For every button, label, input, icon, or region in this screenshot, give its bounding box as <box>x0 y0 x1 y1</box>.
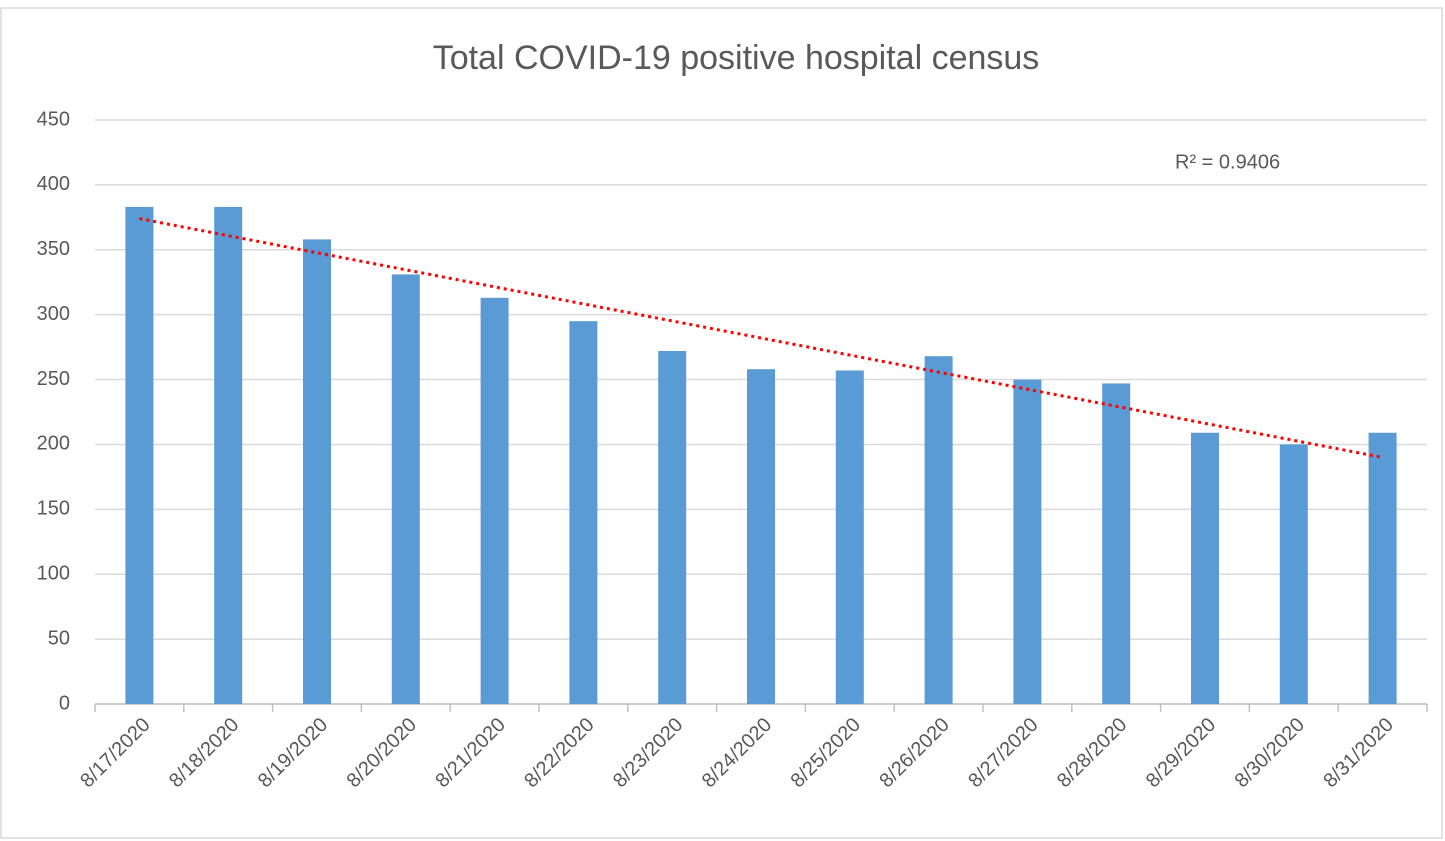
y-tick-label: 350 <box>37 238 70 260</box>
y-tick-label: 200 <box>37 433 70 455</box>
bar <box>658 351 687 704</box>
chart-title: Total COVID-19 positive hospital census <box>433 39 1040 77</box>
annotation: R² = 0.9406 <box>1175 151 1280 173</box>
y-tick-label: 0 <box>59 692 70 714</box>
y-tick-label: 400 <box>37 173 70 195</box>
bar <box>924 356 953 704</box>
bar <box>480 297 509 704</box>
bar <box>835 370 864 704</box>
bar <box>391 274 420 704</box>
y-tick-label: 300 <box>37 303 70 325</box>
bar <box>1279 444 1308 704</box>
y-tick-label: 50 <box>48 627 70 649</box>
bar <box>569 321 598 704</box>
y-tick-label: 250 <box>37 368 70 390</box>
bar <box>214 206 243 704</box>
bar <box>303 239 331 704</box>
bar <box>1013 379 1042 704</box>
y-tick-label: 450 <box>37 108 70 130</box>
bar <box>125 206 154 704</box>
y-tick-label: 100 <box>37 563 70 585</box>
bar <box>1191 432 1219 704</box>
bar <box>1102 383 1131 704</box>
bar <box>1368 432 1397 704</box>
bar <box>747 369 775 704</box>
y-tick-label: 150 <box>37 498 70 520</box>
trendline <box>139 217 1383 459</box>
